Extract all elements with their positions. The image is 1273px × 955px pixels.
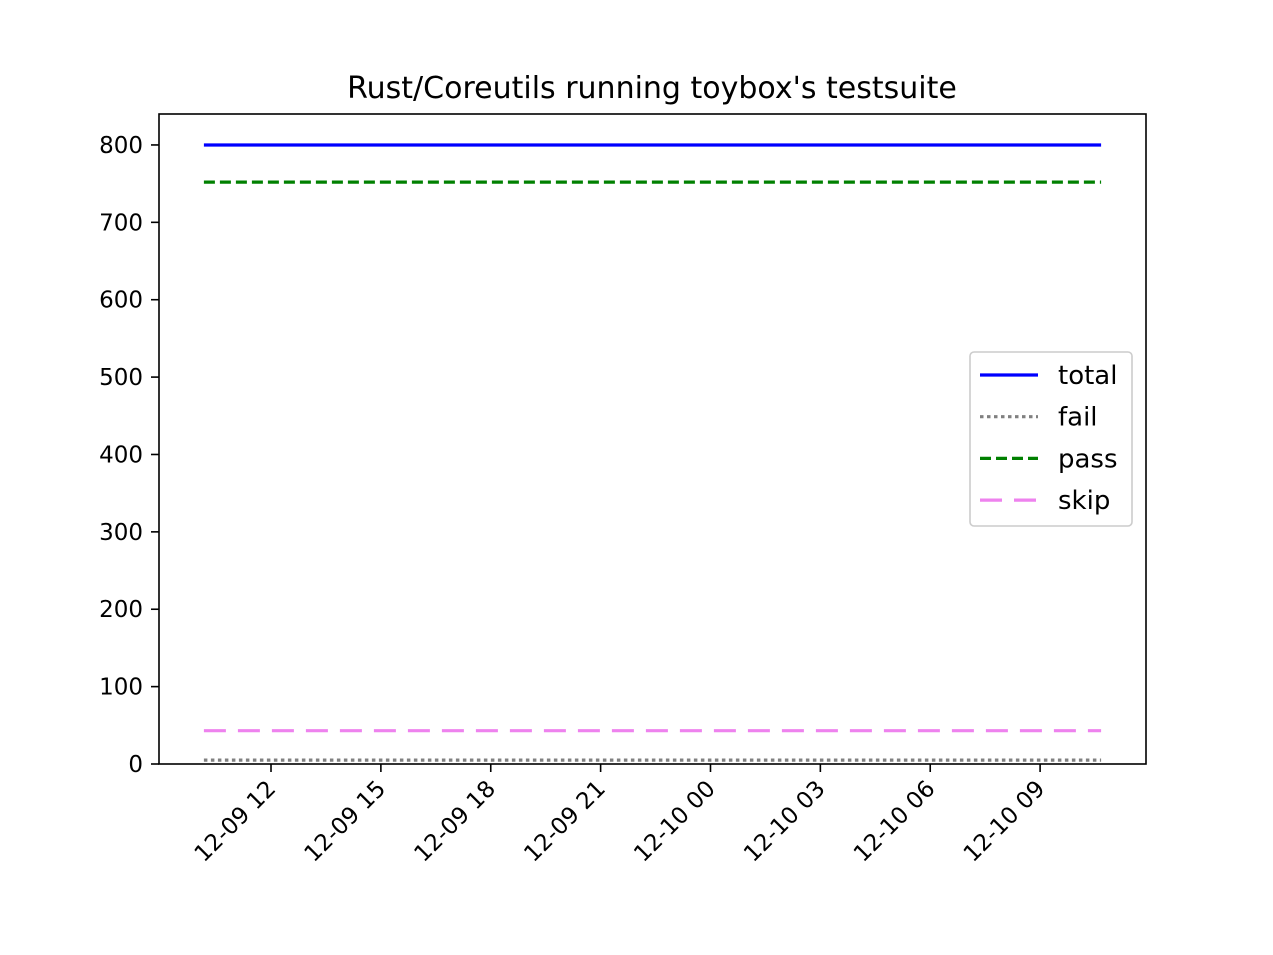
y-tick-label: 400 xyxy=(99,442,143,468)
y-axis: 0 100 200 300 400 500 600 700 800 xyxy=(99,133,159,778)
x-tick-label: 12-10 06 xyxy=(849,776,941,868)
plot-frame xyxy=(158,113,1147,765)
y-tick-label: 100 xyxy=(99,675,143,701)
legend-label-pass: pass xyxy=(1058,444,1118,474)
x-tick-label: 12-09 12 xyxy=(190,776,282,868)
legend-label-total: total xyxy=(1058,361,1117,391)
legend-box xyxy=(969,351,1133,527)
legend: total fail pass skip xyxy=(969,351,1133,527)
x-tick-label: 12-09 18 xyxy=(409,776,501,868)
legend-label-skip: skip xyxy=(1058,486,1110,516)
x-tick-label: 12-09 21 xyxy=(519,776,611,868)
x-tick-label: 12-10 00 xyxy=(629,776,721,868)
x-tick-label: 12-10 09 xyxy=(959,776,1051,868)
y-tick-label: 0 xyxy=(128,752,143,778)
y-tick-label: 300 xyxy=(99,520,143,546)
x-tick-label: 12-10 03 xyxy=(739,776,831,868)
chart-title: Rust/Coreutils running toybox's testsuit… xyxy=(347,71,957,106)
y-tick-label: 200 xyxy=(99,597,143,623)
y-tick-label: 500 xyxy=(99,365,143,391)
y-tick-label: 700 xyxy=(99,210,143,236)
y-tick-label: 800 xyxy=(99,133,143,159)
y-tick-label: 600 xyxy=(99,288,143,314)
x-tick-label: 12-09 15 xyxy=(300,776,392,868)
x-axis: 12-09 12 12-09 15 12-09 18 12-09 21 12-10 00… xyxy=(190,764,1051,868)
legend-label-fail: fail xyxy=(1058,403,1098,433)
series-layer xyxy=(203,143,1102,762)
